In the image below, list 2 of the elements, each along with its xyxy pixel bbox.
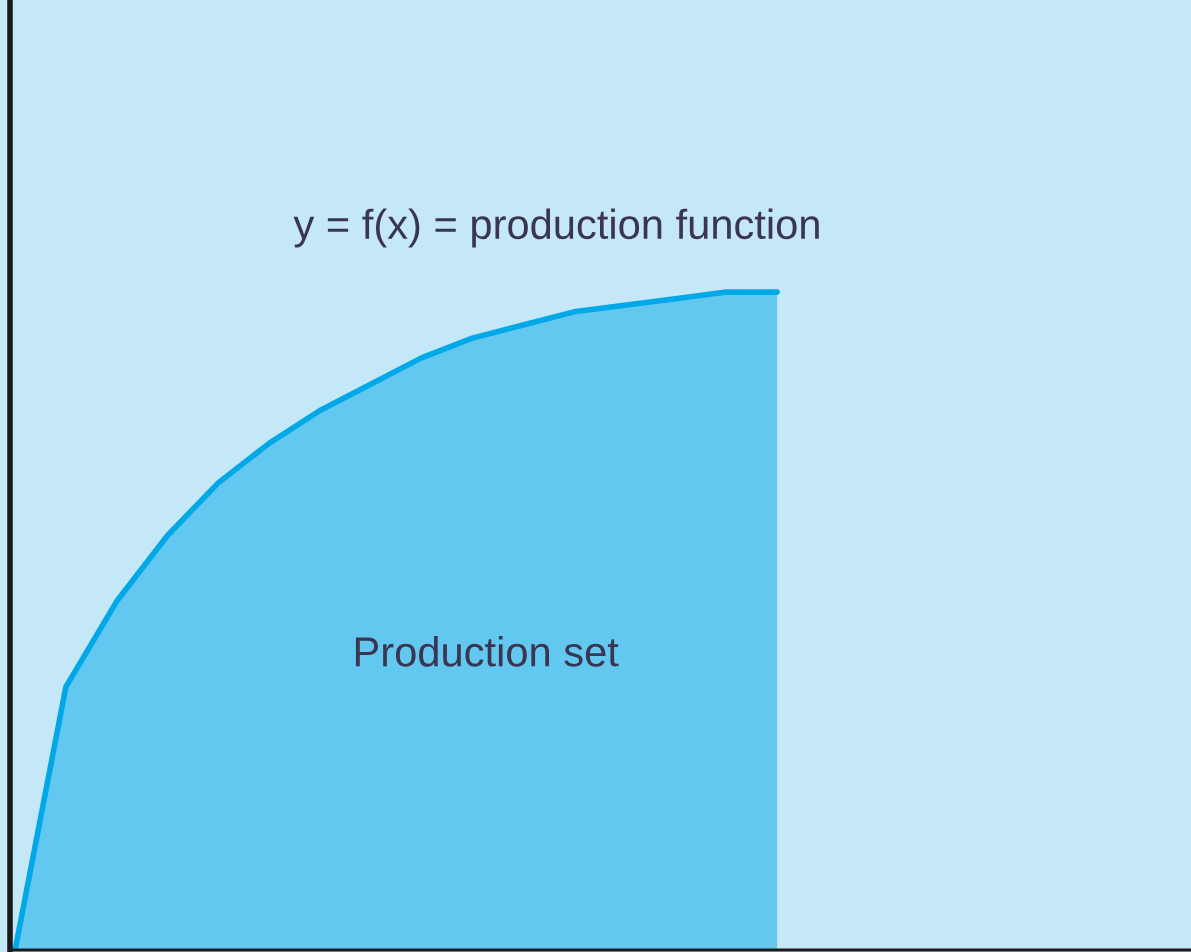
annotation: Production set: [355, 636, 619, 667]
text: y = f(x) = production function: [293, 208, 819, 248]
